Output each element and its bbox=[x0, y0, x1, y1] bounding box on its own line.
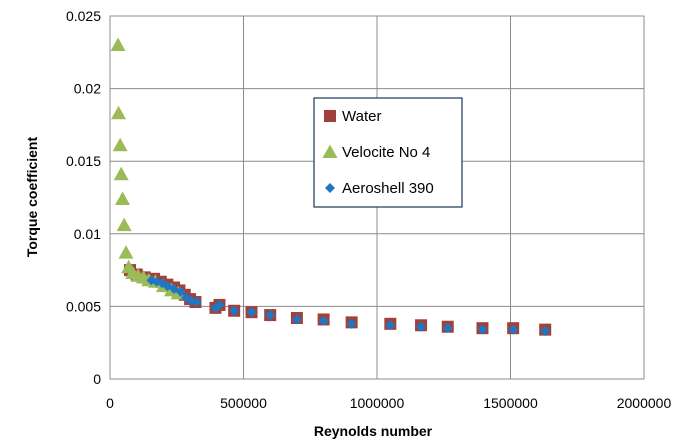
data-point-diamond bbox=[214, 299, 225, 310]
y-tick-label: 0.015 bbox=[66, 153, 101, 169]
data-point-diamond bbox=[191, 297, 202, 308]
x-axis-title: Reynolds number bbox=[314, 423, 433, 439]
x-tick-label: 2000000 bbox=[617, 395, 672, 411]
data-point-diamond bbox=[540, 326, 551, 337]
y-tick-label: 0.02 bbox=[74, 81, 101, 97]
x-tick-label: 1000000 bbox=[350, 395, 405, 411]
y-axis-title: Torque coefficient bbox=[24, 137, 40, 258]
data-point-diamond bbox=[265, 310, 276, 321]
x-tick-label: 0 bbox=[106, 395, 114, 411]
data-points bbox=[110, 37, 552, 337]
y-tick-label: 0.005 bbox=[66, 298, 101, 314]
y-axis-tick-labels: 0 0.005 0.01 0.015 0.02 0.025 bbox=[66, 8, 101, 387]
data-point-diamond bbox=[246, 307, 257, 318]
x-tick-label: 1500000 bbox=[483, 395, 538, 411]
data-point-diamond bbox=[229, 305, 240, 316]
plot-area-frame bbox=[109, 15, 645, 380]
data-point-diamond bbox=[385, 320, 396, 331]
y-tick-label: 0 bbox=[93, 371, 101, 387]
data-point-diamond bbox=[175, 286, 186, 297]
legend-label: Water bbox=[342, 108, 381, 125]
legend-label: Velocite No 4 bbox=[342, 144, 430, 161]
x-axis-tick-labels: 0 500000 1000000 1500000 2000000 bbox=[106, 395, 671, 411]
data-point-triangle bbox=[112, 137, 128, 152]
legend-marker-diamond bbox=[325, 183, 335, 193]
data-point-triangle bbox=[111, 105, 127, 120]
data-point-diamond bbox=[318, 315, 329, 326]
data-point-diamond bbox=[477, 324, 488, 335]
data-point-triangle bbox=[118, 245, 134, 259]
legend-marker-triangle bbox=[322, 144, 338, 158]
y-tick-label: 0.01 bbox=[74, 226, 101, 242]
legend-box bbox=[313, 97, 463, 208]
data-point-triangle bbox=[115, 191, 131, 205]
data-point-diamond bbox=[442, 323, 453, 334]
data-point-triangle bbox=[110, 37, 126, 52]
series-diamond bbox=[146, 275, 551, 337]
x-tick-label: 500000 bbox=[220, 395, 267, 411]
series-triangle bbox=[110, 37, 186, 300]
data-point-triangle bbox=[113, 166, 129, 181]
legend-marker-square bbox=[324, 110, 336, 122]
legend-label: Aeroshell 390 bbox=[342, 180, 434, 197]
data-point-diamond bbox=[416, 321, 427, 332]
legend: Water Velocite No 4 Aeroshell 390 bbox=[313, 97, 463, 208]
data-point-triangle bbox=[116, 217, 132, 232]
y-tick-label: 0.025 bbox=[66, 8, 101, 24]
data-point-diamond bbox=[291, 314, 302, 325]
data-point-diamond bbox=[346, 318, 357, 329]
data-point-diamond bbox=[508, 324, 519, 335]
